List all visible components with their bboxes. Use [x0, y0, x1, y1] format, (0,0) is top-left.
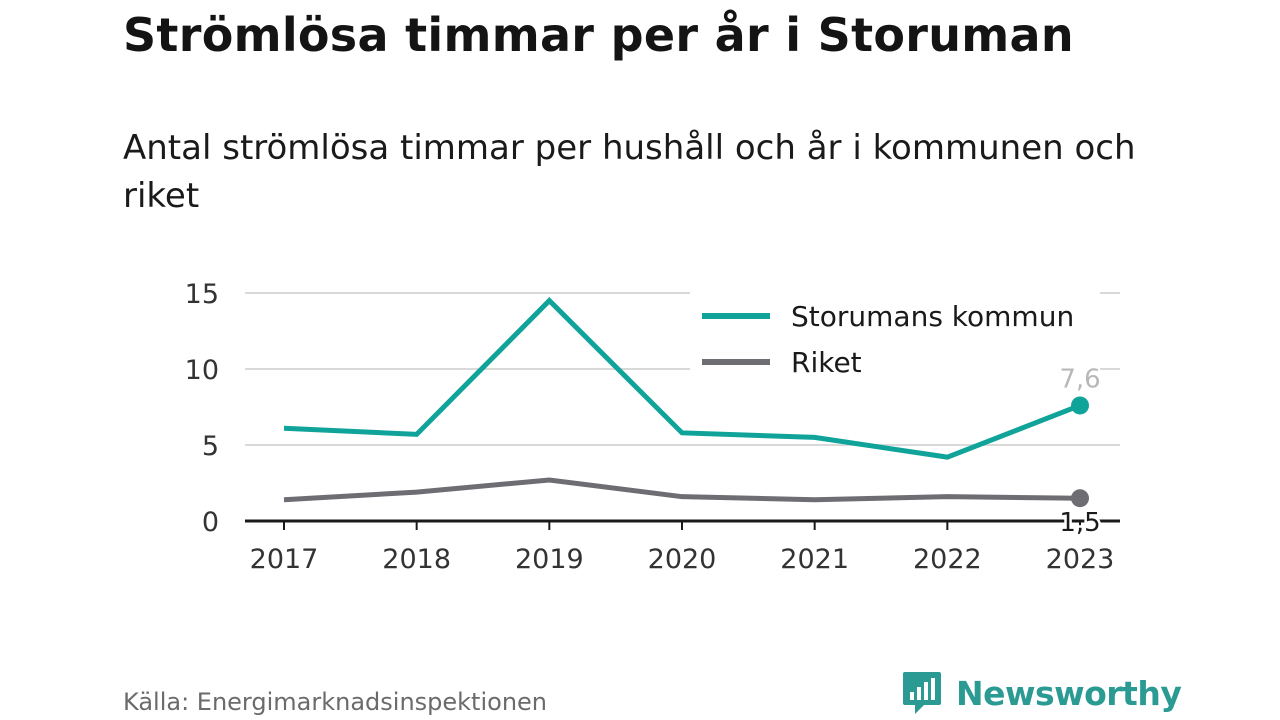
y-tick-label: 10 — [185, 355, 219, 386]
x-tick-label: 2017 — [250, 544, 319, 575]
x-tick-label: 2019 — [515, 544, 584, 575]
x-tick-label: 2018 — [382, 544, 451, 575]
x-tick-label: 2020 — [648, 544, 717, 575]
y-tick-label: 0 — [202, 507, 219, 538]
y-tick-label: 5 — [202, 431, 219, 462]
brand-name: Newsworthy — [956, 673, 1182, 713]
end-point-marker — [1071, 396, 1089, 415]
brand-logo: Newsworthy — [902, 670, 1182, 716]
y-tick-label: 15 — [185, 279, 219, 310]
chart-subtitle: Antal strömlösa timmar per hushåll och å… — [123, 128, 1136, 216]
newsworthy-logo-icon — [903, 672, 941, 714]
end-value-label: 1,5 — [1059, 508, 1100, 538]
x-tick-label: 2023 — [1046, 544, 1115, 575]
end-point-marker — [1071, 489, 1089, 508]
series-line — [283, 297, 1081, 460]
series-line — [283, 477, 1081, 503]
line-chart: 0 5 10 15 2017 2018 2019 2020 2021 2022 2023 7,6 1,5… — [185, 279, 1120, 575]
source-note: Källa: Energimarknadsinspektionen — [123, 688, 548, 716]
x-tick-label: 2021 — [780, 544, 849, 575]
x-tick-label: 2022 — [913, 544, 982, 575]
legend-box — [690, 286, 1100, 384]
end-value-label: 7,6 — [1059, 364, 1100, 394]
legend-label: Riket — [791, 346, 862, 379]
chart-title: Strömlösa timmar per år i Storuman — [123, 8, 1074, 62]
legend-label: Storumans kommun — [791, 300, 1074, 333]
